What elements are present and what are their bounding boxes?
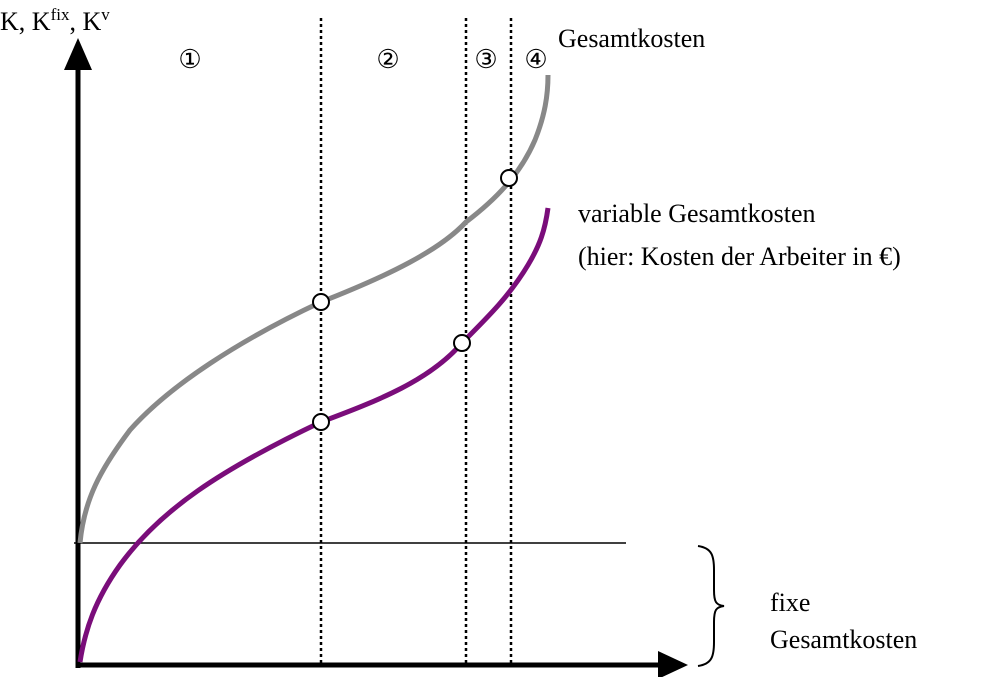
total-cost-curve: [77, 74, 551, 544]
axis-label-sup: v: [101, 5, 110, 24]
fixed-cost-label: fixe: [770, 588, 810, 617]
total-cost-label: Gesamtkosten: [558, 24, 705, 53]
x-arrow: [658, 651, 688, 677]
point: [500, 169, 518, 187]
fixed-cost-label: Gesamtkosten: [770, 625, 917, 654]
point: [453, 334, 471, 352]
phase-label: ④: [524, 45, 547, 74]
phase-label: ①: [178, 45, 201, 74]
variable-cost-note: (hier: Kosten der Arbeiter in €): [578, 242, 901, 271]
variable-cost-curve: [77, 207, 551, 663]
phase-label: ②: [376, 45, 399, 74]
axis-label-part: , K: [69, 7, 101, 36]
brace: [697, 545, 725, 667]
point: [312, 293, 330, 311]
variable-cost-label: variable Gesamtkosten: [578, 199, 816, 228]
axis-label-sup: fix: [51, 5, 70, 24]
point: [312, 413, 330, 431]
points: [312, 169, 518, 431]
phase-label: ③: [474, 45, 497, 74]
axis-label: K, Kfix, Kv: [0, 5, 110, 36]
y-arrow: [64, 38, 92, 70]
phase-separators: [319, 18, 513, 665]
axis-label-part: K, K: [0, 7, 51, 36]
